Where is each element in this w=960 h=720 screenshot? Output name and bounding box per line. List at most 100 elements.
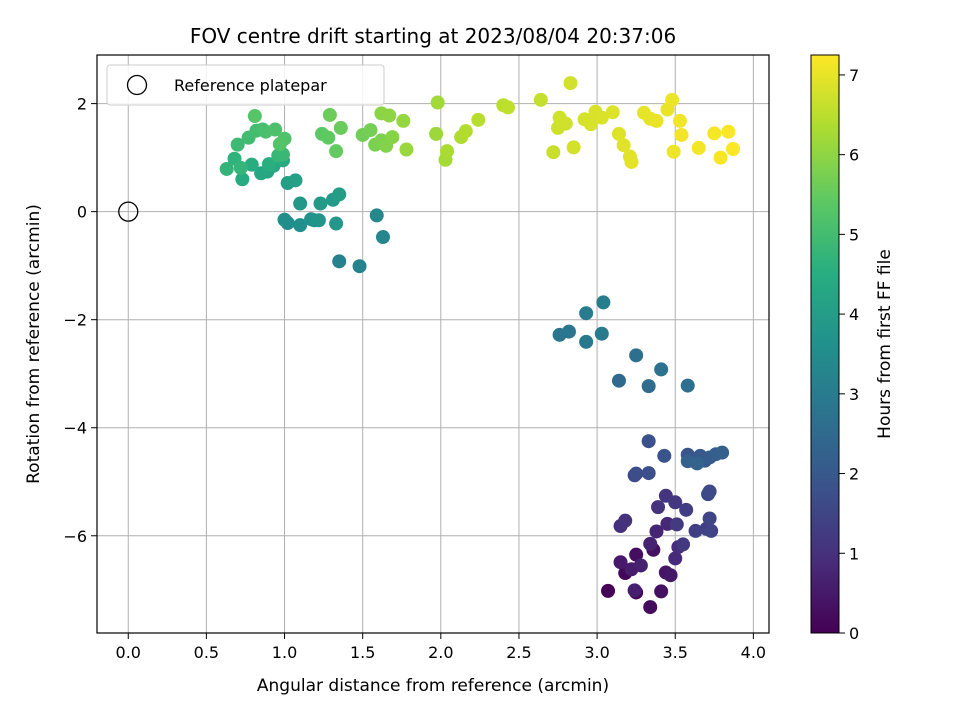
scatter-point bbox=[363, 123, 378, 138]
scatter-point bbox=[596, 295, 611, 310]
scatter-point bbox=[594, 326, 609, 341]
scatter-point bbox=[611, 126, 626, 141]
scatter-point bbox=[533, 92, 548, 107]
scatter-point bbox=[680, 378, 695, 393]
scatter-point bbox=[613, 555, 628, 570]
scatter-point bbox=[254, 166, 269, 181]
y-axis: 2 0 −2 −4 −6 bbox=[63, 95, 97, 546]
scatter-point bbox=[501, 100, 516, 115]
scatter-point bbox=[605, 105, 620, 120]
scatter-point bbox=[272, 137, 287, 152]
scatter-point bbox=[429, 126, 444, 141]
x-axis-label: Angular distance from reference (arcmin) bbox=[257, 676, 609, 696]
scatter-point bbox=[641, 379, 656, 394]
y-tick-label: −2 bbox=[63, 311, 87, 330]
scatter-point bbox=[244, 157, 259, 172]
scatter-point bbox=[396, 113, 411, 128]
scatter-point bbox=[629, 466, 644, 481]
chart-title: FOV centre drift starting at 2023/08/04 … bbox=[190, 24, 676, 48]
scatter-point bbox=[375, 230, 390, 245]
colorbar-tick-label: 2 bbox=[849, 465, 859, 484]
scatter-point bbox=[430, 95, 445, 110]
scatter-point bbox=[579, 334, 594, 349]
scatter-point bbox=[230, 137, 245, 152]
scatter-point bbox=[715, 445, 730, 460]
scatter-point bbox=[288, 173, 303, 188]
scatter-point bbox=[704, 523, 719, 538]
scatter-point bbox=[321, 130, 336, 145]
scatter-point bbox=[440, 144, 455, 159]
colorbar-tick-label: 3 bbox=[849, 385, 859, 404]
colorbar-tick-label: 6 bbox=[849, 146, 859, 165]
scatter-point bbox=[594, 110, 609, 125]
scatter-point bbox=[713, 150, 728, 165]
colorbar-tick-label: 4 bbox=[849, 305, 859, 324]
scatter-point bbox=[280, 215, 295, 230]
scatter-point bbox=[707, 126, 722, 141]
scatter-point bbox=[690, 456, 705, 471]
scatter-point bbox=[676, 537, 691, 552]
y-tick-label: −4 bbox=[63, 419, 87, 438]
scatter-point bbox=[329, 144, 344, 159]
scatter-point bbox=[247, 109, 262, 124]
scatter-point bbox=[352, 259, 367, 274]
reference-platepar-marker bbox=[118, 201, 139, 222]
x-tick-label: 3.5 bbox=[663, 643, 688, 662]
scatter-point bbox=[566, 140, 581, 155]
scatter-point bbox=[657, 448, 672, 463]
legend: Reference platepar bbox=[106, 64, 385, 106]
grid-lines bbox=[97, 55, 769, 633]
scatter-point bbox=[385, 130, 400, 145]
scatter-point bbox=[702, 511, 717, 526]
colorbar-tick-label: 7 bbox=[849, 66, 859, 85]
scatter-point bbox=[649, 524, 664, 539]
colorbar-tick-label: 5 bbox=[849, 225, 859, 244]
scatter-point bbox=[458, 124, 473, 139]
scatter-point bbox=[268, 122, 283, 137]
x-tick-label: 2.5 bbox=[506, 643, 531, 662]
colorbar-label: Hours from first FF file bbox=[875, 249, 895, 439]
scatter-point bbox=[629, 348, 644, 363]
scatter-point bbox=[561, 324, 576, 339]
scatter-point bbox=[233, 160, 248, 175]
scatter-point bbox=[369, 208, 384, 223]
scatter-point bbox=[601, 583, 616, 598]
scatter-point bbox=[563, 76, 578, 91]
scatter-point bbox=[643, 536, 658, 551]
scatter-point bbox=[668, 551, 683, 566]
scatter-point bbox=[669, 517, 684, 532]
scatter-point bbox=[629, 547, 644, 562]
y-tick-label: 2 bbox=[77, 95, 87, 114]
scatter-point bbox=[616, 138, 631, 153]
colorbar-ticks: 0 1 2 3 4 5 6 7 bbox=[839, 66, 859, 643]
x-tick-label: 1.0 bbox=[272, 643, 297, 662]
colorbar-gradient bbox=[810, 54, 840, 634]
scatter-point bbox=[579, 306, 594, 321]
scatter-point bbox=[633, 558, 648, 573]
x-tick-label: 1.5 bbox=[350, 643, 375, 662]
scatter-point bbox=[649, 113, 664, 128]
scatter-point bbox=[332, 187, 347, 202]
x-tick-label: 0.0 bbox=[116, 643, 141, 662]
scatter-point bbox=[558, 116, 573, 131]
y-tick-label: −6 bbox=[63, 527, 87, 546]
scatter-point bbox=[641, 466, 656, 481]
scatter-point bbox=[624, 154, 639, 169]
scatter-point bbox=[261, 157, 276, 172]
scatter-point bbox=[665, 92, 680, 107]
scatter-point bbox=[666, 144, 681, 159]
scatter-point bbox=[611, 373, 626, 388]
scatter-point bbox=[583, 117, 598, 132]
scatter-point bbox=[627, 583, 642, 598]
scatter-point bbox=[546, 145, 561, 160]
scatter-point bbox=[688, 523, 703, 538]
x-tick-label: 0.5 bbox=[194, 643, 219, 662]
x-tick-label: 2.0 bbox=[428, 643, 453, 662]
scatter-point bbox=[679, 502, 694, 517]
scatter-point bbox=[618, 513, 633, 528]
scatter-point bbox=[219, 161, 234, 176]
scatter-point bbox=[663, 568, 678, 583]
scatter-point bbox=[672, 113, 687, 128]
y-axis-label: Rotation from reference (arcmin) bbox=[24, 204, 44, 484]
legend-entry: Reference platepar bbox=[174, 76, 327, 95]
